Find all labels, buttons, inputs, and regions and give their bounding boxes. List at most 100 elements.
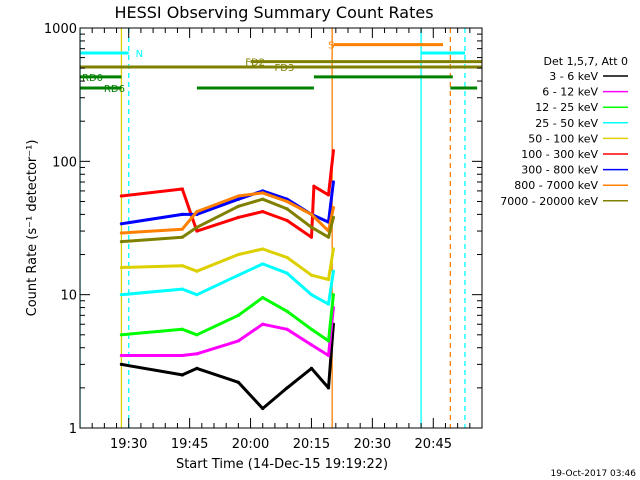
legend-label-8: 7000 - 20000 keV [500, 195, 598, 208]
series-8-point-7 [326, 235, 331, 239]
x-tick-label-0: 19:30 [110, 437, 147, 452]
series-2-point-5 [285, 309, 289, 313]
state-bar-label-rd0: RD0 [82, 73, 103, 84]
x-tick-label-3: 20:15 [293, 437, 330, 452]
series-2-point-2 [195, 333, 199, 337]
series-0-point-1 [180, 373, 184, 377]
series-5-point-5 [285, 218, 289, 223]
series-6-point-3 [236, 197, 240, 201]
series-7-point-6 [309, 212, 314, 216]
series-4-point-0 [119, 265, 124, 270]
series-5-point-7 [312, 184, 316, 188]
legend-label-6: 300 - 800 keV [521, 164, 598, 177]
series-7-point-8 [331, 205, 335, 210]
series-8-point-1 [180, 235, 184, 239]
x-tick-label-1: 19:45 [171, 437, 208, 452]
series-5-point-2 [195, 229, 199, 233]
series-7-point-1 [180, 227, 184, 231]
x-tick-label-5: 20:45 [415, 437, 452, 452]
series-4-point-1 [180, 264, 184, 268]
series-8-point-5 [285, 207, 289, 211]
series-line-4 [121, 247, 335, 281]
series-line-5 [121, 150, 335, 239]
series-2-point-4 [261, 296, 265, 300]
series-3-point-7 [326, 302, 331, 306]
series-0-point-7 [326, 386, 331, 390]
state-bar-label-n: N [136, 49, 143, 60]
series-8-point-6 [309, 225, 314, 229]
y-axis-label: Count Rate (s⁻¹ detector⁻¹) [25, 140, 40, 317]
series-3-point-3 [236, 273, 240, 277]
legend-label-4: 50 - 100 keV [528, 132, 598, 145]
series-1-point-4 [261, 322, 265, 326]
axes: 1 10 100 1000 19:30 19:45 20:00 20:15 20:30 20:45 [44, 22, 483, 452]
series-0-point-5 [285, 386, 289, 390]
series-6-point-1 [180, 212, 184, 216]
y-tick-label-2: 100 [52, 155, 77, 170]
series-1-point-3 [236, 339, 240, 343]
series-3-point-2 [195, 293, 199, 297]
y-tick-label-0: 1 [69, 422, 77, 437]
series-4-point-3 [236, 252, 240, 257]
series-7-point-3 [236, 194, 240, 198]
series-0-point-2 [195, 366, 199, 370]
series-0-point-0 [119, 362, 124, 366]
series-7-point-0 [119, 231, 124, 235]
series-5-point-6 [309, 235, 314, 239]
state-bar-label-s: S [328, 41, 334, 52]
series-1-point-2 [195, 352, 199, 356]
series-1-point-6 [309, 343, 314, 347]
series-0-point-6 [309, 366, 314, 370]
legend: Det 1,5,7, Att 0 3 - 6 keV 6 - 12 keV 12 -… [500, 55, 628, 208]
series-0-point-3 [236, 380, 240, 384]
series-2-point-8 [331, 293, 335, 297]
series-2-point-1 [180, 327, 184, 331]
legend-label-0: 3 - 6 keV [549, 70, 598, 83]
series-7-point-5 [285, 199, 289, 204]
series-3-point-4 [261, 262, 265, 266]
x-tick-label-2: 20:00 [232, 437, 269, 452]
x-tick-label-4: 20:30 [354, 437, 391, 452]
chart-title: HESSI Observing Summary Count Rates [114, 3, 433, 22]
series-line-3 [121, 262, 335, 306]
series-7-point-2 [195, 209, 199, 214]
legend-label-5: 100 - 300 keV [521, 148, 598, 161]
plot-frame [79, 27, 483, 429]
series-1-point-0 [119, 353, 124, 358]
series-2-point-0 [119, 333, 124, 337]
series-1-point-1 [180, 353, 184, 358]
series-4-point-4 [261, 247, 265, 251]
series-line-6 [121, 181, 335, 226]
series-3-point-8 [331, 269, 335, 273]
legend-label-3: 25 - 50 keV [535, 117, 598, 130]
series-2-point-6 [309, 327, 314, 331]
series-4-point-7 [326, 277, 331, 282]
series-3-point-6 [309, 293, 314, 297]
series-5-point-1 [180, 187, 184, 191]
series-4-point-6 [309, 273, 314, 277]
legend-label-2: 12 - 25 keV [535, 101, 598, 114]
series-2-point-7 [326, 339, 331, 343]
series-3-point-5 [285, 271, 289, 275]
series-1-point-7 [326, 353, 331, 358]
series-5-point-0 [119, 194, 124, 198]
series-7-point-4 [261, 191, 265, 195]
series-line-2 [121, 294, 335, 343]
series-8-point-2 [195, 225, 199, 229]
state-bar-label-fd3: FD3 [274, 63, 294, 74]
series-5-point-4 [261, 209, 265, 214]
series-3-point-1 [180, 287, 184, 291]
series-4-point-8 [331, 247, 335, 251]
x-axis-label: Start Time (14-Dec-15 19:19:22) [176, 457, 388, 472]
series-8-point-4 [261, 197, 265, 201]
y-tick-label-1: 10 [60, 289, 77, 304]
y-tick-label-3: 1000 [44, 22, 77, 37]
legend-label-1: 6 - 12 keV [542, 86, 598, 99]
series-5-point-8 [326, 193, 331, 197]
series-8-point-0 [119, 240, 124, 244]
series-5-point-9 [331, 149, 335, 153]
series-3-point-0 [119, 293, 124, 297]
legend-label-7: 800 - 7000 keV [514, 179, 598, 192]
